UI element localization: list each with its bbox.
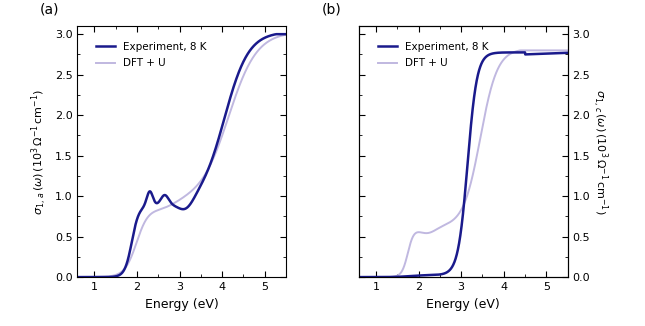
DFT + U <box>74 275 81 279</box>
Text: (b): (b) <box>321 2 341 16</box>
Experiment, 8 K <box>366 275 373 279</box>
Legend: Experiment, 8 K, DFT + U: Experiment, 8 K, DFT + U <box>93 39 210 71</box>
DFT + U <box>276 34 284 38</box>
DFT + U <box>451 216 459 220</box>
Experiment, 8 K <box>276 32 284 36</box>
Line: Experiment, 8 K: Experiment, 8 K <box>359 52 568 277</box>
DFT + U <box>564 49 571 52</box>
Experiment, 8 K <box>84 275 92 279</box>
DFT + U <box>558 49 566 52</box>
DFT + U <box>517 49 524 52</box>
DFT + U <box>558 49 566 52</box>
Experiment, 8 K <box>457 233 464 237</box>
Y-axis label: $\sigma_{1,\,a}\,(\omega)\,(10^3\,\Omega^{-1}\,\mathrm{cm}^{-1})$: $\sigma_{1,\,a}\,(\omega)\,(10^3\,\Omega… <box>30 89 49 215</box>
Experiment, 8 K <box>272 32 280 36</box>
Experiment, 8 K <box>238 64 246 67</box>
X-axis label: Energy (eV): Energy (eV) <box>145 298 219 311</box>
Text: (a): (a) <box>40 2 59 16</box>
Experiment, 8 K <box>521 51 529 54</box>
Experiment, 8 K <box>74 275 81 279</box>
Experiment, 8 K <box>170 203 177 207</box>
DFT + U <box>170 202 177 206</box>
DFT + U <box>238 78 246 82</box>
Experiment, 8 K <box>558 51 566 55</box>
Experiment, 8 K <box>519 51 527 54</box>
Experiment, 8 K <box>558 51 566 55</box>
DFT + U <box>282 33 290 37</box>
DFT + U <box>355 275 363 279</box>
Experiment, 8 K <box>276 32 284 36</box>
Legend: Experiment, 8 K, DFT + U: Experiment, 8 K, DFT + U <box>375 39 491 71</box>
Line: DFT + U: DFT + U <box>77 35 286 277</box>
DFT + U <box>457 209 464 213</box>
Experiment, 8 K <box>564 51 571 55</box>
DFT + U <box>175 198 183 202</box>
Experiment, 8 K <box>451 259 459 263</box>
DFT + U <box>276 34 284 38</box>
Y-axis label: $\sigma_{1,\,c}\,(\omega)\,(10^3\,\Omega^{-1}\,\mathrm{cm}^{-1})$: $\sigma_{1,\,c}\,(\omega)\,(10^3\,\Omega… <box>590 89 610 215</box>
DFT + U <box>519 49 527 52</box>
DFT + U <box>84 275 92 279</box>
Experiment, 8 K <box>175 206 183 210</box>
X-axis label: Energy (eV): Energy (eV) <box>426 298 500 311</box>
Line: Experiment, 8 K: Experiment, 8 K <box>77 34 286 277</box>
Line: DFT + U: DFT + U <box>359 51 568 277</box>
Experiment, 8 K <box>282 32 290 36</box>
Experiment, 8 K <box>355 275 363 279</box>
DFT + U <box>366 275 373 279</box>
